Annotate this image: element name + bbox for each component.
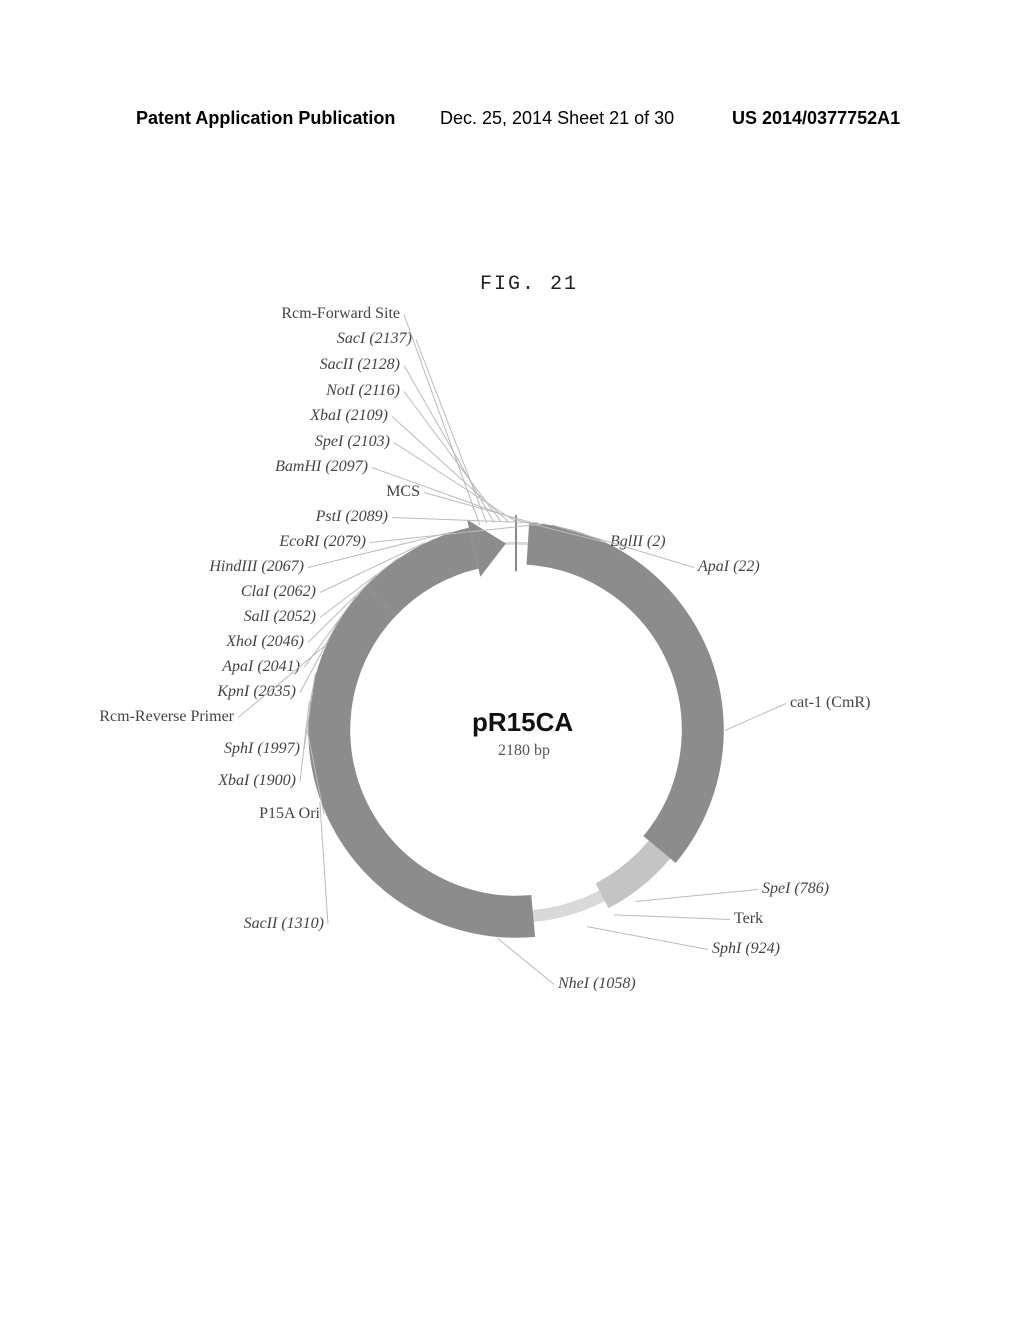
site-label: SphI (1997)	[224, 740, 300, 758]
plasmid-name: pR15CA	[472, 707, 573, 738]
plasmid-size: 2180 bp	[498, 742, 550, 760]
site-label: NheI (1058)	[558, 975, 636, 993]
site-label: ApaI (2041)	[222, 658, 300, 676]
site-label: cat-1 (CmR)	[790, 694, 870, 712]
arc-gap1	[533, 896, 602, 916]
site-label: ClaI (2062)	[241, 583, 316, 601]
site-label: XhoI (2046)	[226, 633, 304, 651]
site-label: Rcm-Forward Site	[281, 305, 400, 323]
site-label: BglII (2)	[610, 533, 666, 551]
site-label: MCS	[386, 483, 420, 501]
header-left: Patent Application Publication	[136, 108, 395, 129]
page: Patent Application Publication Dec. 25, …	[0, 0, 1024, 1320]
site-label: ApaI (22)	[698, 558, 760, 576]
site-label: SacII (1310)	[244, 915, 324, 933]
site-label: HindIII (2067)	[209, 558, 304, 576]
site-label: Rcm-Reverse Primer	[99, 708, 234, 726]
site-label: SpeI (2103)	[315, 433, 390, 451]
site-label: KpnI (2035)	[217, 683, 296, 701]
site-label: XbaI (2109)	[310, 407, 388, 425]
figure-label: FIG. 21	[480, 273, 578, 296]
site-label: BamHI (2097)	[275, 458, 368, 476]
site-label: XbaI (1900)	[218, 772, 296, 790]
arc-terk	[602, 850, 660, 896]
site-label: Terk	[734, 910, 763, 928]
site-label: P15A Ori	[259, 805, 320, 823]
site-label: NotI (2116)	[326, 382, 400, 400]
site-label: SphI (924)	[712, 940, 780, 958]
site-label: SpeI (786)	[762, 880, 829, 898]
site-label: SacI (2137)	[337, 330, 412, 348]
site-label: SacII (2128)	[320, 356, 400, 374]
site-label: SalI (2052)	[244, 608, 316, 626]
site-label: PstI (2089)	[316, 508, 388, 526]
site-label: EcoRI (2079)	[279, 533, 366, 551]
arc-cat1	[528, 544, 703, 850]
header-mid: Dec. 25, 2014 Sheet 21 of 30	[440, 108, 674, 129]
header-right: US 2014/0377752A1	[732, 108, 900, 129]
